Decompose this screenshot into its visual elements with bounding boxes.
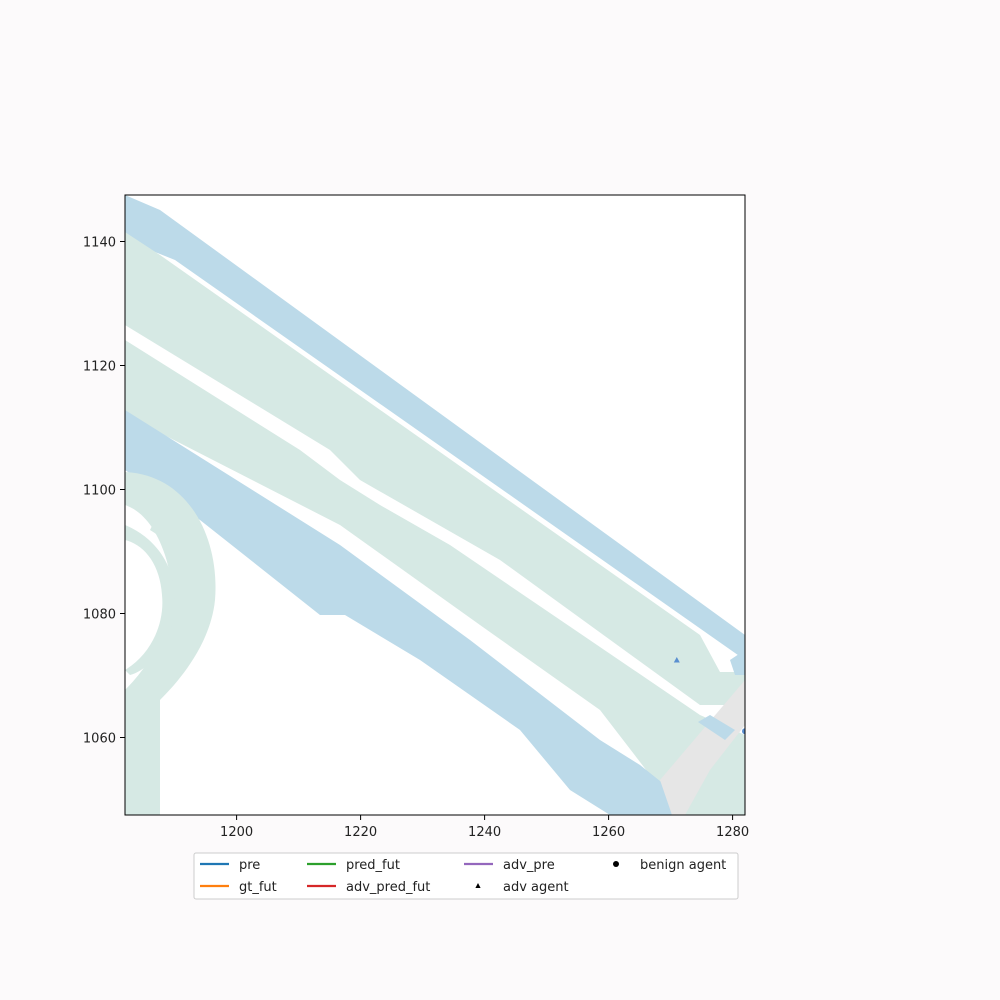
legend-label-pre: pre (239, 858, 260, 873)
lane-lower (125, 340, 745, 815)
sidewalk-right-bump (730, 650, 745, 675)
x-tick-label: 1260 (592, 825, 625, 840)
y-tick-label: 1080 (83, 608, 116, 623)
x-tick-label: 1280 (716, 825, 749, 840)
sidewalk-notch (698, 715, 735, 740)
legend-circle-marker (613, 861, 619, 867)
lane-left-ring-inner2 (150, 520, 200, 680)
x-tick-label: 1200 (220, 825, 253, 840)
lane-left-ring-inner (125, 525, 175, 675)
x-axis: 1200 1220 1240 1260 1280 (220, 815, 749, 840)
legend-label-pred-fut: pred_fut (346, 858, 400, 873)
map-layer (125, 195, 745, 815)
y-axis: 1060 1080 1100 1120 1140 (83, 236, 125, 747)
lane-upper (125, 232, 745, 705)
sidewalk-lower (125, 410, 672, 815)
legend-label-gt-fut: gt_fut (239, 880, 277, 895)
sidewalk-upper (125, 195, 745, 660)
x-tick-label: 1240 (468, 825, 501, 840)
y-tick-label: 1120 (83, 360, 116, 375)
plot-frame (124, 194, 746, 816)
y-tick-label: 1060 (83, 732, 116, 747)
legend-label-benign-agent: benign agent (640, 858, 726, 873)
adv-agent-marker (673, 657, 680, 663)
x-tick-label: 1220 (344, 825, 377, 840)
legend-triangle-marker (475, 883, 481, 888)
y-tick-label: 1140 (83, 236, 116, 251)
benign-agent-marker (742, 728, 745, 735)
y-tick-label: 1100 (83, 484, 116, 499)
legend: pre gt_fut pred_fut adv_pred_fut adv_preadv … (193, 852, 739, 900)
legend-label-adv-pred-fut: adv_pred_fut (346, 880, 430, 895)
legend-label-adv-pre: adv_pre (503, 858, 555, 873)
legend-label-adv-agent: adv agent (503, 880, 569, 895)
agents-layer (673, 657, 745, 735)
lane-bottom-left-strip (140, 700, 160, 815)
crosswalk (660, 680, 745, 815)
